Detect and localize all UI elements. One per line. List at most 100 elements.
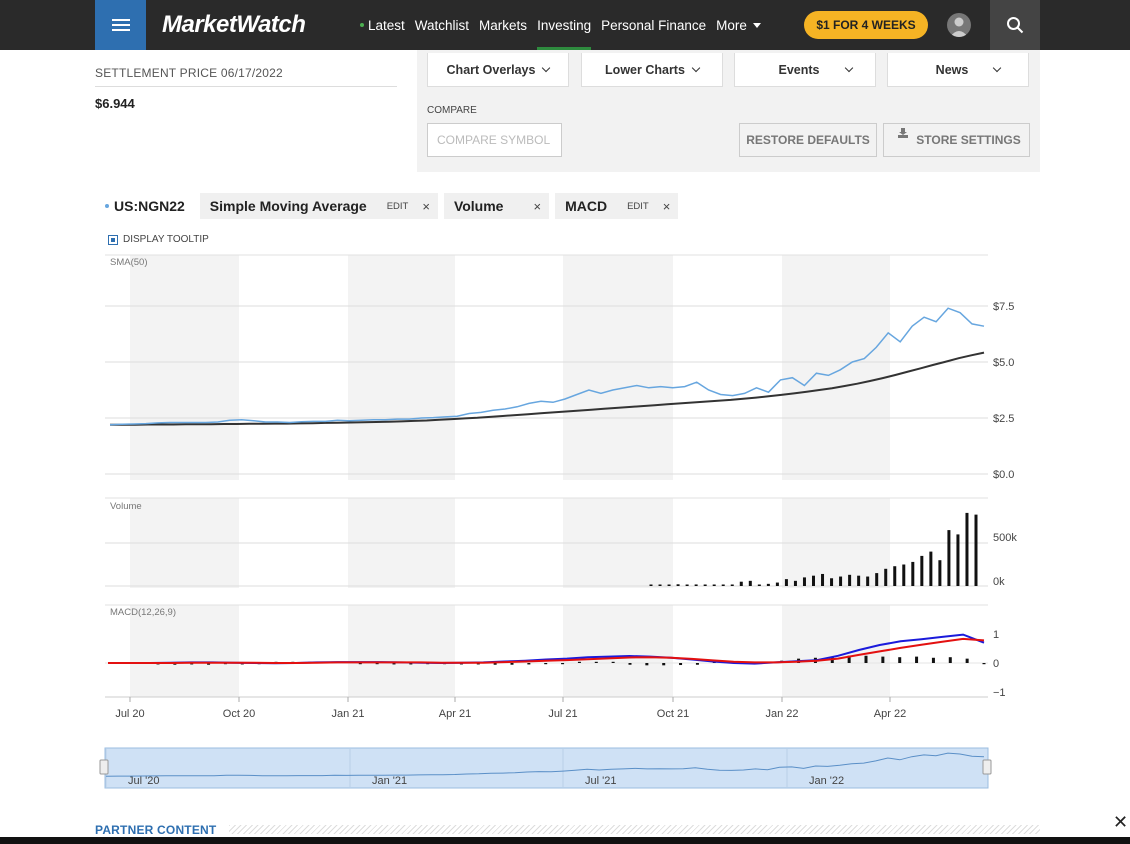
volume-bar [775, 582, 779, 586]
news-dropdown[interactable]: News [887, 53, 1029, 87]
volume-bar [703, 584, 707, 586]
nav-investing[interactable]: Investing [537, 0, 592, 50]
macd-histogram-bar [898, 657, 902, 663]
sma-edit-button[interactable]: EDIT [386, 200, 409, 212]
tooltip-toggle-label: DISPLAY TOOLTIP [123, 234, 209, 245]
volume-bar [812, 575, 815, 586]
volume-bar [956, 534, 960, 586]
macd-histogram-bar [679, 663, 683, 666]
volume-bar [685, 584, 689, 586]
sma-line [110, 351, 985, 426]
volume-bar [658, 584, 662, 586]
nav-personal-finance[interactable]: Personal Finance [601, 17, 707, 33]
bottom-ad-bar [0, 837, 1130, 844]
live-dot-icon [360, 23, 364, 27]
volume-bar [721, 584, 725, 586]
x-tick-label: Jan 22 [765, 708, 798, 720]
pane-label: Volume [110, 501, 142, 512]
macd-histogram-bar [476, 663, 480, 665]
pane-label: MACD(12,26,9) [110, 607, 176, 618]
y-tick-label: 0k [993, 576, 1005, 588]
main-nav: Latest Watchlist Markets Investing Perso… [360, 0, 771, 50]
volume-bar [694, 584, 698, 586]
volume-bar [712, 584, 716, 586]
price-line [109, 307, 985, 426]
volume-bar [766, 583, 770, 586]
chart-overlays-dropdown[interactable]: Chart Overlays [427, 53, 569, 87]
chip-label: Volume [453, 198, 504, 214]
macd-histogram-bar [695, 663, 699, 665]
nav-more[interactable]: More [716, 0, 761, 50]
x-tick-label: Jul 20 [115, 708, 144, 720]
marketwatch-logo[interactable]: MarketWatch [162, 11, 306, 38]
navigator-window [104, 747, 989, 789]
close-icon[interactable]: × [533, 198, 542, 214]
compare-label: COMPARE [427, 105, 477, 116]
macd-chip: MACD EDIT × [555, 193, 679, 219]
events-dropdown[interactable]: Events [734, 53, 876, 87]
navigator-right-handle[interactable] [982, 759, 992, 775]
macd-histogram-bar [459, 663, 463, 665]
navigator-tick-label: Jan '21 [372, 775, 407, 787]
volume-bar [667, 584, 671, 586]
macd-histogram-bar [544, 663, 548, 665]
y-tick-label: $2.5 [993, 413, 1014, 425]
user-icon[interactable] [947, 13, 971, 37]
y-tick-label: $7.5 [993, 301, 1014, 313]
x-tick-label: Jul 21 [548, 708, 577, 720]
macd-histogram-bar [527, 663, 531, 665]
download-icon [898, 128, 908, 138]
close-icon[interactable]: × [422, 198, 430, 214]
search-button[interactable] [990, 0, 1040, 50]
store-settings-button[interactable]: STORE SETTINGS [883, 123, 1030, 157]
y-tick-label: $5.0 [993, 357, 1014, 369]
lower-charts-dropdown[interactable]: Lower Charts [581, 53, 723, 87]
caret-down-icon [752, 22, 761, 28]
volume-bar [848, 574, 852, 586]
macd-edit-button[interactable]: EDIT [627, 200, 649, 212]
macd-histogram-bar [510, 663, 514, 665]
restore-defaults-button[interactable]: RESTORE DEFAULTS [739, 123, 877, 157]
search-icon [1007, 17, 1024, 34]
quarter-band [348, 605, 455, 697]
store-settings-label: STORE SETTINGS [916, 133, 1021, 147]
display-tooltip-toggle[interactable]: DISPLAY TOOLTIP [108, 234, 209, 245]
subscribe-promo-button[interactable]: $1 FOR 4 WEEKS [804, 11, 928, 39]
dropdown-label: Chart Overlays [446, 62, 536, 77]
macd-histogram-bar [611, 661, 615, 663]
volume-bar [884, 568, 888, 586]
settlement-price-value: $6.944 [95, 96, 135, 111]
nav-markets[interactable]: Markets [479, 17, 528, 33]
volume-bar [730, 584, 734, 586]
volume-bar [757, 584, 761, 586]
volume-bar [676, 584, 680, 586]
y-tick-label: −1 [993, 687, 1006, 699]
top-nav-bar: MarketWatch Latest Watchlist Markets Inv… [0, 0, 1130, 50]
navigator-line [105, 752, 985, 777]
menu-button[interactable] [95, 0, 146, 50]
chip-label: MACD [565, 198, 608, 214]
macd-histogram-bar [864, 655, 868, 663]
macd-histogram-bar [594, 661, 598, 663]
macd-histogram-bar [982, 663, 986, 665]
close-icon[interactable]: ✕ [1113, 812, 1129, 832]
volume-bar [866, 576, 870, 586]
close-icon[interactable]: × [662, 198, 671, 214]
macd-histogram-bar [375, 663, 379, 665]
macd-histogram-bar [561, 663, 565, 665]
macd-histogram-bar [931, 657, 935, 663]
nav-watchlist[interactable]: Watchlist [414, 17, 470, 33]
checkbox-icon [108, 234, 118, 245]
x-tick-label: Apr 22 [874, 708, 906, 720]
volume-bar [902, 564, 906, 586]
y-tick-label: 500k [993, 532, 1017, 544]
pane-label: SMA(50) [110, 257, 147, 268]
nav-latest[interactable]: Latest [368, 17, 405, 33]
navigator-left-handle[interactable] [99, 759, 109, 775]
macd-histogram-bar [358, 663, 362, 665]
macd-histogram-bar [207, 663, 211, 665]
compare-symbol-input[interactable] [427, 123, 562, 157]
dropdown-label: Events [778, 62, 820, 77]
nav-more-label: More [716, 17, 747, 33]
